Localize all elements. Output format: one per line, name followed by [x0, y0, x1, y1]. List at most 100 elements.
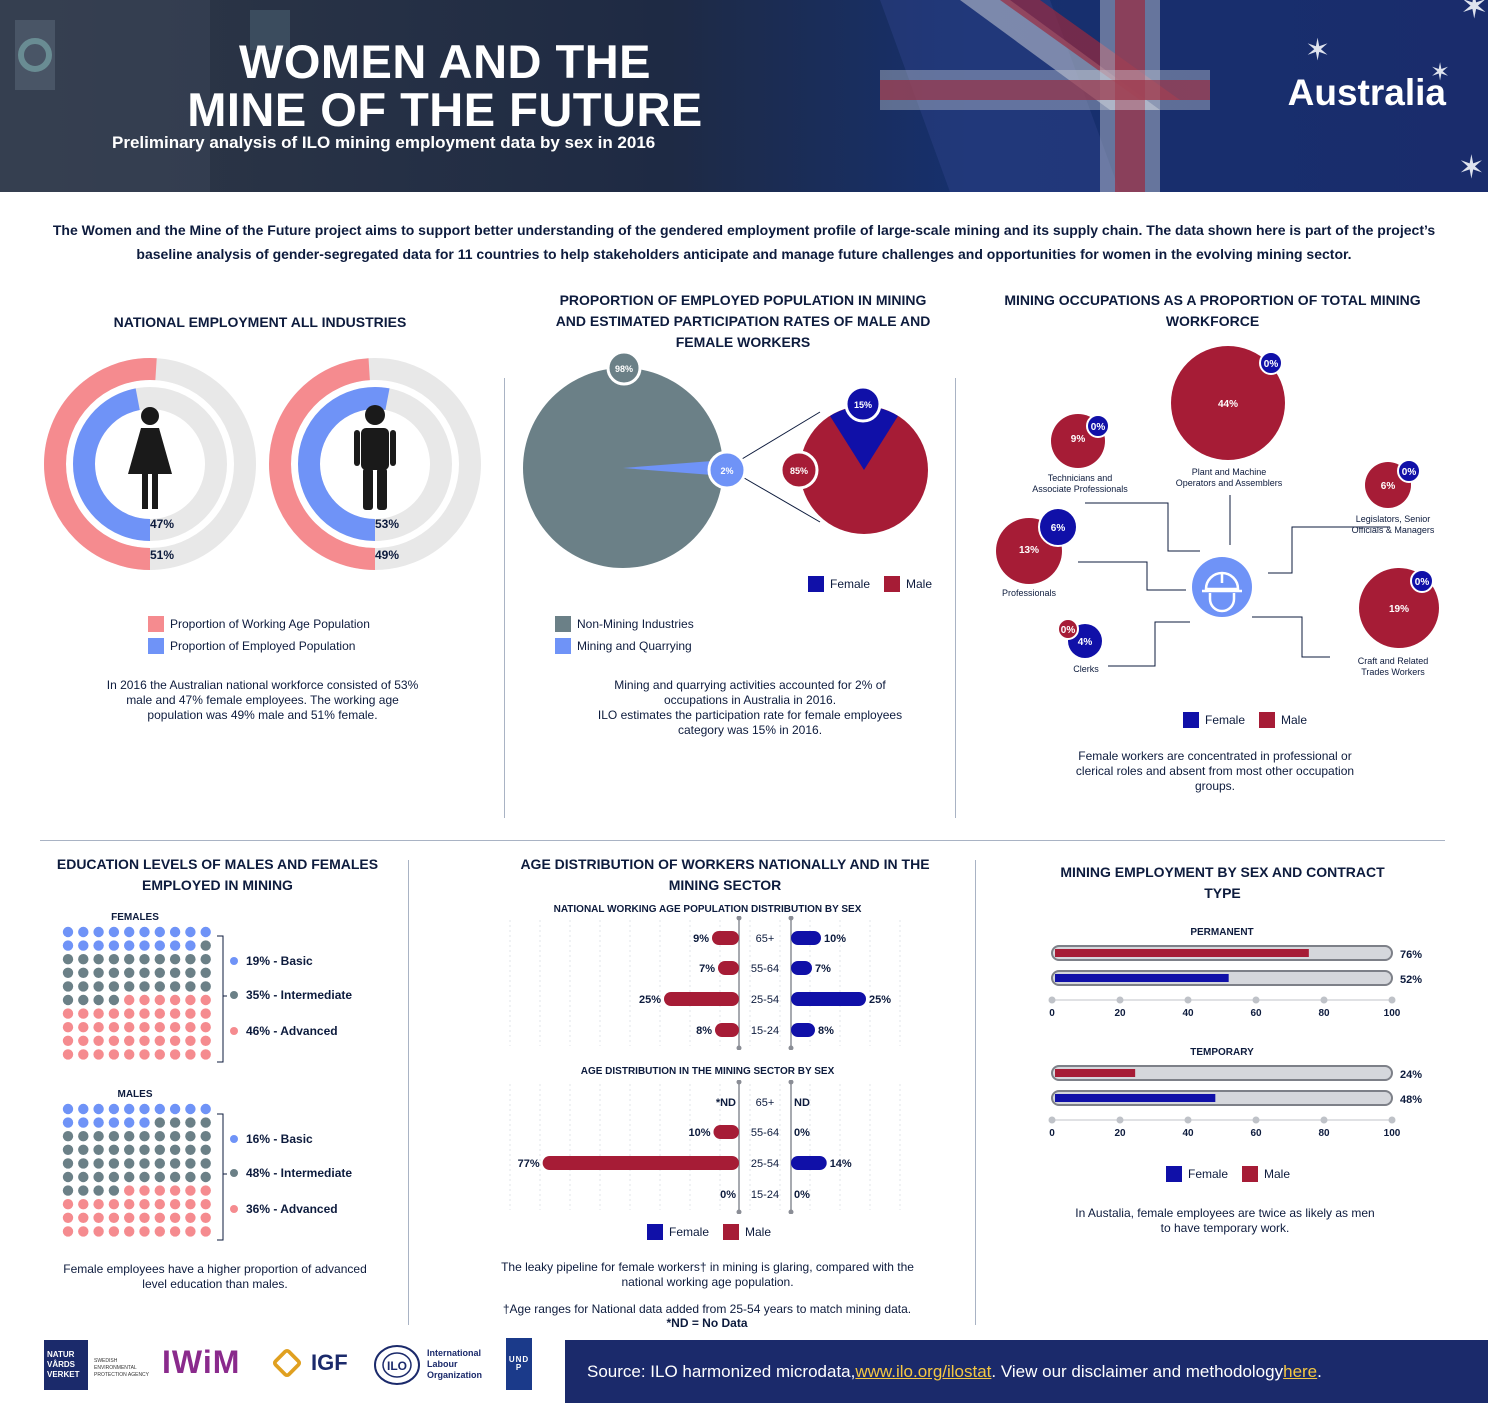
national-heading: NATIONAL EMPLOYMENT ALL INDUSTRIES: [113, 314, 407, 330]
male-education-dot: [93, 1117, 104, 1128]
female-education-dot: [78, 1022, 89, 1033]
female-education-dot: [93, 1008, 104, 1019]
female-education-dot: [139, 981, 150, 992]
male-education-dot: [108, 1117, 120, 1128]
female-education-dot: [169, 967, 181, 978]
male-education-dot: [200, 1131, 211, 1142]
female-education-dot: [108, 981, 120, 992]
female-education-dot: [139, 926, 150, 938]
female-education-dot: [169, 954, 181, 965]
female-education-dot: [185, 1008, 196, 1019]
male-education-dot: [93, 1212, 104, 1223]
mining-age-subheading: AGE DISTRIBUTION IN THE MINING SECTOR BY…: [580, 1066, 835, 1077]
male-age-bar: [715, 1023, 739, 1037]
female-education-dot: [93, 940, 104, 951]
female-education-dot: [78, 1008, 89, 1019]
axis-end-dot: [736, 1209, 742, 1214]
female-education-dot: [93, 954, 104, 965]
axis-tick-dot: [1388, 996, 1396, 1004]
mining-age-chart: 65+ *ND ND 55-64 10% 0% 25-54 77% 14% 15-24 0% 0%: [509, 1080, 901, 1214]
male-education-dot: [185, 1103, 196, 1115]
svg-text:Officials & Managers: Officials & Managers: [1352, 525, 1435, 535]
male-age-value: *ND: [716, 1097, 736, 1109]
male-education-dot: [200, 1185, 211, 1196]
male-education-dot: [78, 1226, 89, 1237]
svg-text:0%: 0%: [1061, 625, 1076, 636]
axis-end-dot: [788, 1080, 794, 1085]
occupations-caption: Female workers are concentrated in profe…: [1075, 749, 1355, 793]
male-education-dot: [169, 1185, 181, 1196]
contract-value-label: 48%: [1400, 1094, 1422, 1106]
axis-tick-dot: [1048, 996, 1056, 1004]
female-education-dot: [62, 1049, 74, 1060]
female-education-dot: [108, 954, 120, 965]
svg-text:✶: ✶: [1305, 33, 1330, 68]
page-title: WOMEN AND THE MINE OF THE FUTURE: [165, 38, 725, 134]
female-education-dot: [185, 967, 196, 978]
female-education-dot: [124, 926, 135, 938]
axis-end-dot: [788, 916, 794, 921]
axis-tick-label: 0: [1049, 1128, 1055, 1139]
male-education-dot: [185, 1117, 196, 1128]
male-education-dot: [78, 1131, 89, 1142]
female-education-dot: [124, 981, 135, 992]
male-education-dot: [78, 1212, 89, 1223]
occupations-bubble-chart: 9% 0% Technicians and Associate Professi…: [996, 346, 1439, 677]
axis-tick-label: 20: [1114, 1008, 1126, 1019]
ilo-emblem-icon: ILO: [374, 1345, 420, 1385]
female-education-dot: [169, 1008, 181, 1019]
methodology-link[interactable]: here: [1283, 1361, 1318, 1381]
axis-tick-dot: [1252, 996, 1260, 1004]
male-education-dot: [139, 1144, 150, 1155]
plant-operators-female-bubble: [1259, 351, 1283, 375]
male-education-dot: [185, 1158, 196, 1169]
male-education-dot: [185, 1212, 196, 1223]
male-education-dot: [62, 1171, 74, 1183]
female-age-value: 25%: [869, 994, 891, 1006]
ilo-logo-text: International Labour Organization: [427, 1348, 483, 1380]
females-label: FEMALES: [111, 912, 159, 923]
svg-text:6%: 6%: [1051, 523, 1066, 534]
legislators-female-bubble: [1397, 459, 1421, 483]
male-education-dot: [139, 1199, 150, 1210]
miner-helmet-icon: [1192, 557, 1252, 617]
female-education-dot: [124, 994, 135, 1006]
male-education-dot: [185, 1185, 196, 1196]
axis-tick-dot: [1252, 1116, 1260, 1124]
male-age-bar: [664, 992, 739, 1006]
females-dot-grid: [62, 926, 211, 1060]
ilostat-link[interactable]: www.ilo.org/ilostat: [855, 1361, 992, 1381]
axis-end-dot: [736, 1080, 742, 1085]
svg-text:0%: 0%: [1415, 577, 1430, 588]
female-education-dot: [200, 954, 211, 965]
female-education-dot: [124, 1035, 135, 1046]
contract-bar-track: [1051, 1065, 1393, 1081]
male-education-dot: [108, 1226, 120, 1237]
female-education-dot: [139, 1049, 150, 1060]
female-education-dot: [78, 994, 89, 1006]
axis-end-dot: [736, 916, 742, 921]
males-bracket: [217, 1113, 227, 1241]
male-working-age-arc: [269, 358, 481, 570]
male-age-bar: [718, 961, 739, 975]
female-age-value: 10%: [824, 933, 846, 945]
svg-text:2%: 2%: [720, 466, 733, 476]
education-heading: EDUCATION LEVELS OF MALES AND FEMALES EM…: [56, 856, 379, 893]
male-education-dot: [78, 1199, 89, 1210]
male-education-dot: [62, 1103, 74, 1115]
male-education-dot: [78, 1185, 89, 1196]
female-education-dot: [200, 1022, 211, 1033]
national-donuts: 47% 51% 53% 49%: [44, 358, 481, 570]
male-education-dot: [200, 1158, 211, 1169]
female-education-dot: [154, 994, 165, 1006]
female-education-dot: [62, 1022, 74, 1033]
male-age-bar: [712, 931, 739, 945]
female-education-dot: [139, 967, 150, 978]
divider: [975, 860, 976, 1325]
female-education-dot: [185, 1022, 196, 1033]
female-education-dot: [93, 967, 104, 978]
axis-tick-label: 80: [1318, 1008, 1330, 1019]
male-education-dot: [108, 1158, 120, 1169]
proportion-industry-legend: Non-Mining Industries Mining and Quarryi…: [555, 616, 694, 654]
svg-text:Professionals: Professionals: [1002, 588, 1057, 598]
